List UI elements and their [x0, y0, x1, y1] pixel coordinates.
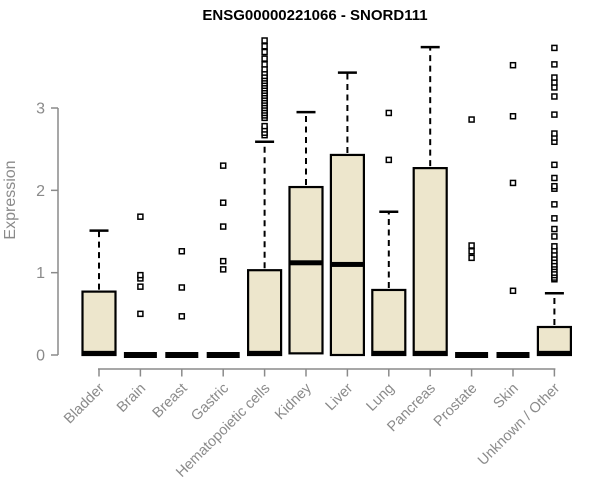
median-line	[82, 350, 116, 356]
y-tick-label: 3	[36, 101, 45, 118]
median-line	[537, 350, 571, 356]
boxplot-pancreas	[412, 45, 448, 357]
outlier-point	[551, 174, 558, 182]
box-body	[371, 288, 407, 357]
box-body	[536, 325, 573, 357]
boxplot-brain	[123, 213, 157, 358]
outlier-point	[551, 233, 558, 240]
median-line	[289, 260, 323, 266]
boxplot-breast	[165, 248, 199, 358]
x-tick-label: Bladder	[61, 380, 108, 427]
collapsed-box	[206, 352, 240, 358]
outlier-point	[551, 161, 558, 169]
x-tick-label: Breast	[150, 381, 191, 422]
median-line	[248, 350, 282, 356]
x-tick-label: Skin	[491, 381, 522, 412]
outlier-point	[385, 109, 393, 117]
outlier-point	[551, 225, 558, 233]
x-tick-label: Kidney	[272, 380, 315, 423]
outlier-point	[551, 44, 558, 52]
box-body	[288, 185, 324, 355]
outlier-point	[137, 283, 144, 290]
boxplot-kidney	[288, 110, 324, 355]
outlier-point	[137, 271, 144, 279]
boxplot-hematopoietic-cells	[247, 37, 283, 357]
outlier-point	[385, 156, 393, 164]
outlier-point	[551, 201, 558, 208]
x-tick-label: Lung	[363, 381, 397, 415]
chart-title: ENSG00000221066 - SNORD111	[202, 7, 428, 24]
outlier-point	[468, 116, 475, 123]
outlier-point	[509, 287, 517, 295]
outlier-point	[219, 223, 227, 230]
box-body	[412, 167, 448, 357]
boxplot-skin	[496, 61, 530, 358]
outlier-point	[551, 243, 558, 250]
outlier-point	[551, 215, 558, 222]
outlier-point	[219, 266, 227, 273]
box-body	[329, 153, 365, 357]
outlier-point	[137, 213, 144, 220]
outlier-point	[261, 43, 268, 50]
boxplot-lung	[371, 109, 407, 357]
outlier-point	[261, 61, 268, 68]
median-line	[330, 261, 364, 267]
outlier-point	[261, 37, 268, 44]
boxplot-unknown-other	[536, 44, 573, 357]
outlier-point	[178, 248, 186, 255]
outlier-point	[261, 122, 268, 130]
outlier-point	[551, 182, 558, 190]
x-tick-label: Brain	[114, 381, 149, 416]
collapsed-box	[496, 352, 530, 358]
outlier-point	[137, 310, 144, 318]
outlier-point	[219, 162, 227, 169]
box-body	[247, 269, 283, 357]
outlier-point	[551, 74, 558, 81]
box-body	[81, 290, 117, 357]
boxplot-prostate	[455, 116, 489, 358]
outlier-point	[178, 313, 186, 320]
median-line	[413, 350, 447, 356]
outlier-point	[509, 61, 517, 69]
outlier-point	[468, 242, 475, 249]
collapsed-box	[455, 352, 489, 358]
median-line	[372, 350, 406, 356]
outlier-point	[551, 93, 558, 100]
outlier-point	[509, 179, 517, 187]
outlier-point	[551, 130, 558, 137]
outlier-point	[261, 48, 268, 56]
y-tick-label: 2	[36, 183, 45, 200]
outlier-point	[468, 254, 475, 262]
y-tick-label: 0	[36, 348, 45, 365]
outlier-point	[261, 55, 268, 62]
outlier-point	[468, 248, 475, 255]
boxplot-gastric	[206, 162, 240, 358]
outlier-point	[219, 199, 227, 206]
x-tick-label: Prostate	[431, 381, 480, 430]
outlier-point	[178, 284, 186, 291]
outlier-point	[551, 61, 558, 68]
boxplot-liver	[329, 71, 365, 357]
collapsed-box	[165, 352, 199, 358]
y-tick-label: 1	[36, 265, 45, 282]
x-tick-label: Liver	[323, 380, 357, 414]
outlier-point	[551, 111, 558, 118]
outlier-point	[219, 257, 227, 265]
outlier-point	[509, 112, 517, 120]
boxplot-bladder	[81, 229, 117, 357]
collapsed-box	[123, 352, 157, 358]
